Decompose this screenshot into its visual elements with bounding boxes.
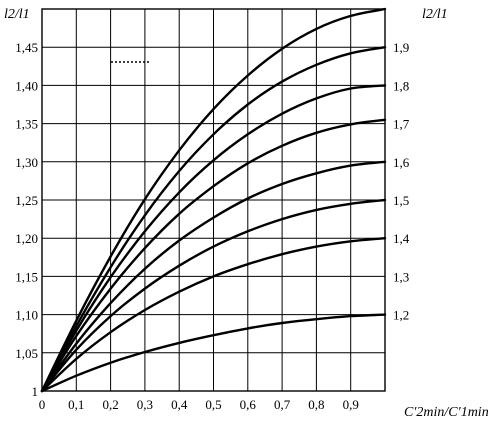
x-tick-label: 0,9 [343, 397, 359, 412]
x-tick-label: 0,1 [68, 397, 84, 412]
y-left-tick-label: 1 [32, 384, 39, 399]
series-group [40, 7, 387, 393]
y-left-tick-labels: 1 1,05 1,10 1,15 1,20 1,25 1,30 1,35 1,40 1,45 [15, 40, 38, 399]
y-right-tick-label: 1,8 [393, 78, 409, 93]
series-line-2 [40, 237, 387, 393]
y-right-tick-label: 1,5 [393, 193, 409, 208]
y-axis-label-left: l2/l1 [4, 7, 30, 22]
series-line-4 [40, 160, 387, 393]
y-right-tick-labels: 1,2 1,3 1,4 1,5 1,6 1,7 1,8 1,9 [393, 40, 410, 322]
y-left-tick-label: 1,25 [15, 193, 38, 208]
series-line-6 [40, 84, 387, 393]
x-tick-label: 0,2 [102, 397, 118, 412]
x-axis-label: C′2min/C′1min [404, 405, 489, 420]
series-line-5 [40, 118, 387, 393]
y-left-tick-label: 1,40 [15, 78, 38, 93]
y-left-tick-label: 1,05 [15, 346, 38, 361]
y-left-tick-label: 1,20 [15, 231, 38, 246]
series-line-8 [40, 7, 387, 393]
series-line-1 [40, 313, 387, 393]
x-tick-label: 0,6 [240, 397, 257, 412]
x-tick-label: 0,8 [308, 397, 324, 412]
x-tick-label: 0,4 [171, 397, 188, 412]
y-axis-label-right: l2/l1 [422, 7, 448, 22]
y-left-tick-label: 1,45 [15, 40, 38, 55]
y-left-tick-label: 1,10 [15, 308, 38, 323]
x-tick-label: 0 [39, 397, 46, 412]
x-tick-label: 0,5 [205, 397, 221, 412]
x-tick-labels: 0 0,1 0,2 0,3 0,4 0,5 0,6 0,7 0,8 0,9 [39, 397, 359, 412]
y-right-tick-label: 1,4 [393, 231, 410, 246]
y-right-tick-label: 1,9 [393, 40, 409, 55]
series-line-7 [40, 46, 387, 393]
y-left-tick-label: 1,35 [15, 117, 38, 132]
y-left-tick-label: 1,15 [15, 269, 38, 284]
y-left-tick-label: 1,30 [15, 155, 38, 170]
x-tick-label: 0,7 [274, 397, 291, 412]
y-right-tick-label: 1,2 [393, 308, 409, 323]
y-right-tick-label: 1,7 [393, 117, 410, 132]
x-tick-label: 0,3 [137, 397, 153, 412]
series-line-3 [40, 198, 387, 393]
y-right-tick-label: 1,6 [393, 155, 410, 170]
y-right-tick-label: 1,3 [393, 269, 409, 284]
